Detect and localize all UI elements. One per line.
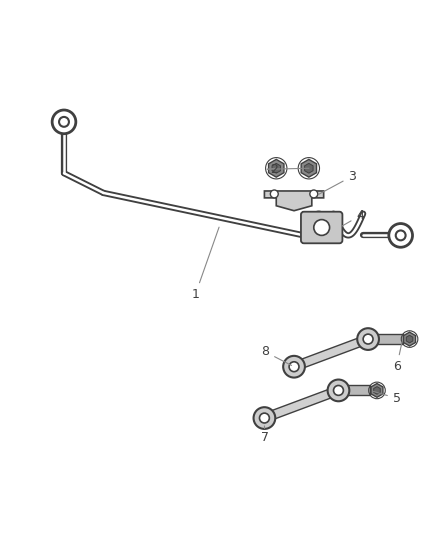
Polygon shape: [371, 384, 383, 397]
Polygon shape: [304, 164, 313, 173]
Polygon shape: [403, 332, 416, 346]
Text: 6: 6: [393, 342, 402, 373]
Circle shape: [289, 362, 299, 372]
Polygon shape: [263, 386, 340, 422]
Text: 7: 7: [261, 426, 269, 445]
Text: 4: 4: [342, 209, 364, 226]
Circle shape: [357, 328, 379, 350]
Text: 2: 2: [270, 163, 278, 176]
Circle shape: [396, 230, 406, 240]
Circle shape: [333, 385, 343, 395]
Circle shape: [363, 334, 373, 344]
Circle shape: [328, 379, 350, 401]
Text: 8: 8: [261, 345, 292, 366]
Polygon shape: [347, 385, 370, 395]
Polygon shape: [377, 334, 403, 344]
Polygon shape: [301, 159, 317, 177]
Circle shape: [259, 413, 269, 423]
Polygon shape: [265, 191, 324, 211]
Polygon shape: [374, 386, 380, 394]
Circle shape: [389, 223, 413, 247]
Text: 3: 3: [318, 169, 356, 195]
FancyBboxPatch shape: [301, 212, 343, 243]
Circle shape: [314, 220, 329, 236]
Polygon shape: [406, 335, 413, 343]
Text: 1: 1: [191, 227, 219, 301]
Circle shape: [254, 407, 275, 429]
Polygon shape: [268, 159, 284, 177]
Circle shape: [283, 356, 305, 377]
Circle shape: [310, 190, 318, 198]
Text: 5: 5: [373, 391, 401, 405]
Circle shape: [52, 110, 76, 134]
Circle shape: [270, 190, 278, 198]
Polygon shape: [293, 335, 370, 371]
Circle shape: [59, 117, 69, 127]
Polygon shape: [272, 164, 280, 173]
